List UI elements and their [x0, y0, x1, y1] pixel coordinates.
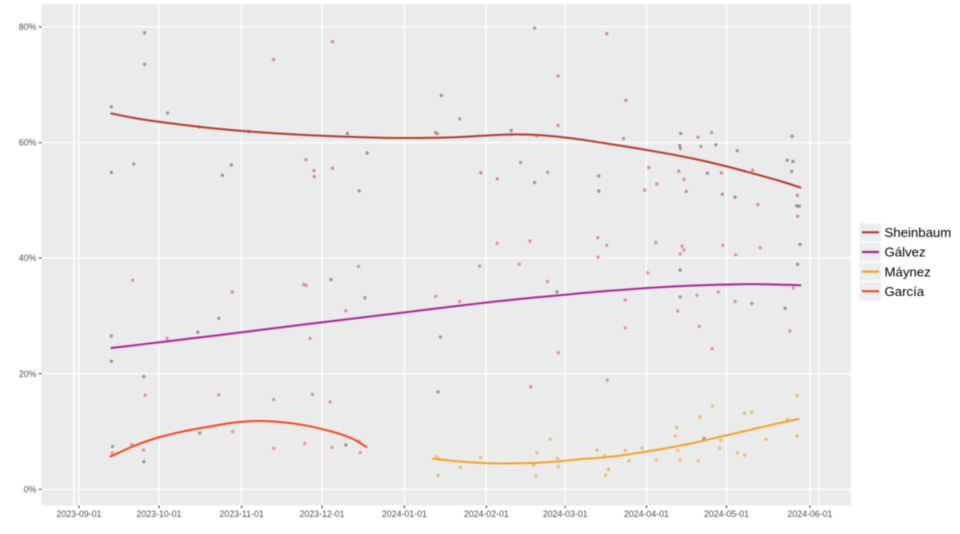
svg-text:0%: 0% — [24, 485, 37, 495]
svg-text:García: García — [885, 284, 925, 299]
svg-text:2024-01-01: 2024-01-01 — [382, 509, 427, 519]
svg-text:2024-02-01: 2024-02-01 — [464, 509, 509, 519]
svg-text:Gálvez: Gálvez — [885, 245, 926, 260]
svg-text:2023-09-01: 2023-09-01 — [57, 509, 102, 519]
svg-text:80%: 80% — [19, 22, 37, 32]
svg-text:Sheinbaum: Sheinbaum — [885, 225, 952, 240]
svg-text:2024-06-01: 2024-06-01 — [787, 509, 832, 519]
svg-text:Máynez: Máynez — [885, 264, 931, 279]
svg-text:2023-10-01: 2023-10-01 — [137, 509, 182, 519]
svg-text:40%: 40% — [19, 253, 37, 263]
svg-text:60%: 60% — [19, 138, 37, 148]
svg-text:2023-11-01: 2023-11-01 — [219, 509, 263, 519]
svg-text:20%: 20% — [19, 369, 37, 379]
svg-text:2024-03-01: 2024-03-01 — [543, 509, 588, 519]
svg-text:2023-12-01: 2023-12-01 — [300, 509, 345, 519]
svg-text:2024-05-01: 2024-05-01 — [704, 509, 749, 519]
svg-text:2024-04-01: 2024-04-01 — [624, 509, 669, 519]
